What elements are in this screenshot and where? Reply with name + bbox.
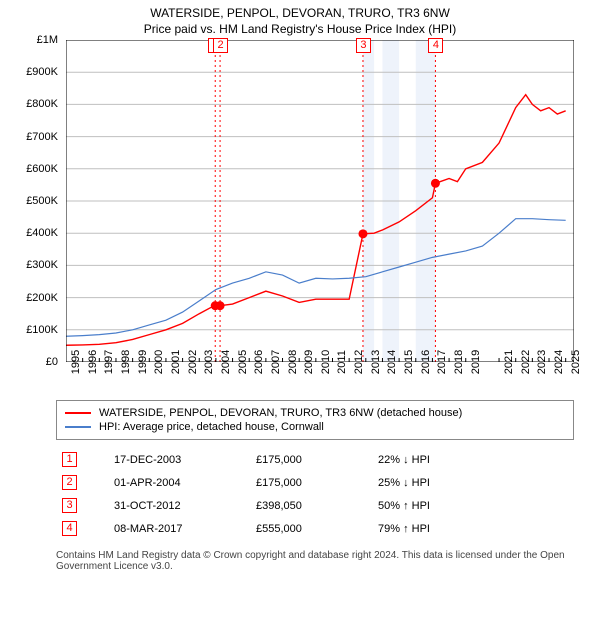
y-tick-label: £900K (26, 66, 58, 78)
event-date: 31-OCT-2012 (108, 494, 250, 517)
legend-label: HPI: Average price, detached house, Corn… (99, 421, 324, 433)
event-number: 4 (62, 521, 77, 536)
footer-attribution: Contains HM Land Registry data © Crown c… (56, 550, 574, 572)
sale-marker-label: 2 (213, 38, 228, 53)
y-tick-label: £800K (26, 98, 58, 110)
y-tick-label: £200K (26, 292, 58, 304)
event-hpi: 79% ↑ HPI (372, 517, 574, 540)
x-tick-label: 2019 (470, 350, 500, 374)
plot-area: 1234 (66, 40, 574, 362)
events-table: 1 17-DEC-2003£175,00022% ↓ HPI 2 01-APR-200… (56, 448, 574, 540)
event-hpi: 25% ↓ HPI (372, 471, 574, 494)
legend-swatch (65, 426, 91, 428)
sale-marker-label: 3 (356, 38, 371, 53)
price-chart: £0 £100K £200K £300K £400K £500K £600K £700K £80… (20, 40, 580, 392)
x-tick-label: 2025 (570, 350, 600, 374)
table-row: 1 17-DEC-2003£175,00022% ↓ HPI (56, 448, 574, 471)
y-tick-label: £600K (26, 163, 58, 175)
y-tick-label: £400K (26, 227, 58, 239)
event-price: £175,000 (250, 448, 372, 471)
page-title: WATERSIDE, PENPOL, DEVORAN, TRURO, TR3 6… (0, 6, 600, 20)
sale-marker-label: 4 (428, 38, 443, 53)
event-hpi: 22% ↓ HPI (372, 448, 574, 471)
event-number: 1 (62, 452, 77, 467)
event-price: £398,050 (250, 494, 372, 517)
table-row: 2 01-APR-2004£175,00025% ↓ HPI (56, 471, 574, 494)
y-tick-label: £500K (26, 195, 58, 207)
legend-swatch (65, 412, 91, 414)
table-row: 4 08-MAR-2017£555,00079% ↑ HPI (56, 517, 574, 540)
y-tick-label: £1M (37, 34, 58, 46)
table-row: 3 31-OCT-2012£398,05050% ↑ HPI (56, 494, 574, 517)
y-tick-label: £300K (26, 259, 58, 271)
legend: WATERSIDE, PENPOL, DEVORAN, TRURO, TR3 6… (56, 400, 574, 440)
event-date: 17-DEC-2003 (108, 448, 250, 471)
event-price: £555,000 (250, 517, 372, 540)
y-tick-label: £100K (26, 324, 58, 336)
legend-row: HPI: Average price, detached house, Corn… (65, 421, 565, 433)
y-tick-label: £700K (26, 131, 58, 143)
plot-svg (66, 40, 574, 362)
event-price: £175,000 (250, 471, 372, 494)
y-axis-labels: £0£100K£200K£300K£400K£500K£600K£700K£80… (20, 40, 62, 362)
event-number: 2 (62, 475, 77, 490)
event-date: 01-APR-2004 (108, 471, 250, 494)
legend-row: WATERSIDE, PENPOL, DEVORAN, TRURO, TR3 6… (65, 407, 565, 419)
legend-label: WATERSIDE, PENPOL, DEVORAN, TRURO, TR3 6… (99, 407, 462, 419)
page-subtitle: Price paid vs. HM Land Registry's House … (0, 22, 600, 36)
x-axis-labels: 1995199619971998199920002001200220032004… (66, 362, 574, 392)
event-hpi: 50% ↑ HPI (372, 494, 574, 517)
y-tick-label: £0 (46, 356, 58, 368)
event-number: 3 (62, 498, 77, 513)
event-date: 08-MAR-2017 (108, 517, 250, 540)
